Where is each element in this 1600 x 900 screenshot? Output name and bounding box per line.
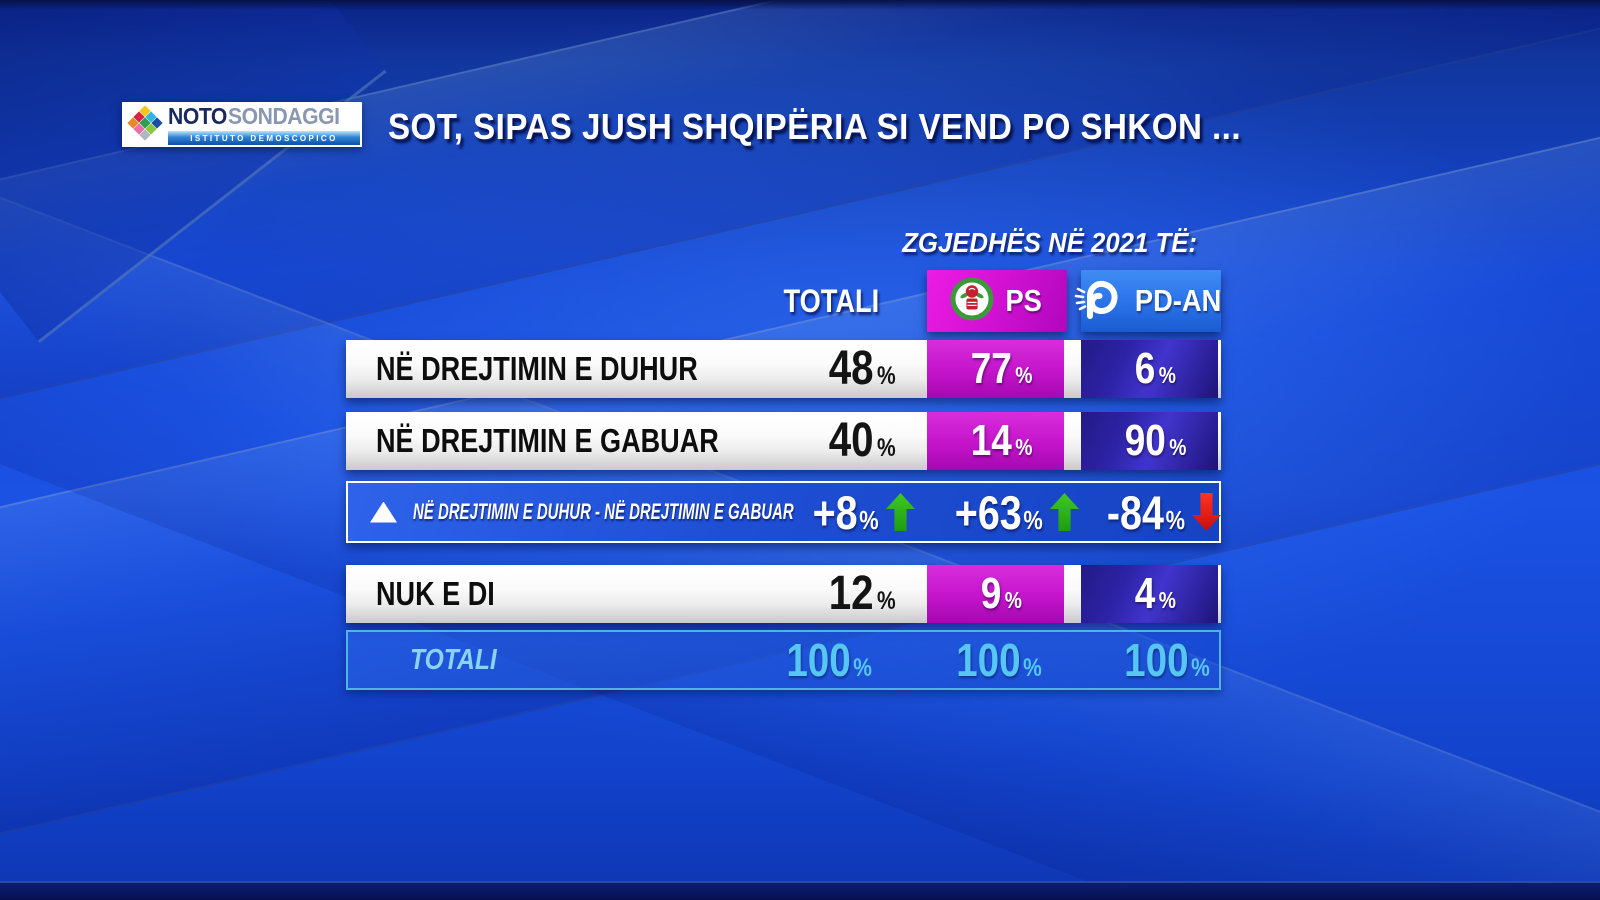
brand-text-block: NOTO SONDAGGI ISTITUTO DEMOSCOPICO (168, 102, 362, 147)
brand-mosaic-icon (122, 102, 168, 147)
percent-sign: % (1015, 362, 1033, 388)
totals-pd-value: 100% (1124, 634, 1210, 686)
pd-column-label: PD-AN (1135, 283, 1222, 318)
trend-arrow-icon (1050, 493, 1079, 531)
page-title: SOT, SIPAS JUSH SHQIPËRIA SI VEND PO SHK… (388, 106, 1242, 147)
total-value: 48% (829, 342, 896, 395)
delta-row-label-group: NË DREJTIMIN E DUHUR - NË DREJTIMIN E GA… (348, 483, 794, 541)
percent-sign: % (1169, 434, 1187, 460)
brand-logo: NOTO SONDAGGI ISTITUTO DEMOSCOPICO (122, 102, 362, 147)
ps-value-cell: 14% (927, 412, 1064, 470)
percent-sign: % (877, 362, 896, 390)
percent-sign: % (877, 434, 896, 462)
totals-row-label: TOTALI (410, 643, 497, 676)
percent-sign: % (1165, 504, 1185, 535)
percent-sign: % (859, 504, 879, 535)
brand-name-light: SONDAGGI (228, 103, 340, 129)
percent-sign: % (1191, 654, 1210, 682)
row-label: NUK E DI (376, 575, 495, 612)
delta-total-value: +8% (758, 483, 929, 541)
results-table: TOTALI PS (346, 270, 1222, 695)
row-label: NË DREJTIMIN E GABUAR (376, 422, 719, 459)
group-header: ZGJEDHËS NË 2021 TË: (902, 227, 1197, 258)
pd-value-cell: 4% (1081, 565, 1218, 623)
table-row-nuk-e-di: NUK E DI 12% 9% 4% (346, 565, 1221, 623)
delta-label: NË DREJTIMIN E DUHUR - NË DREJTIMIN E GA… (413, 499, 794, 524)
brand-name-bold: NOTO (168, 103, 227, 129)
total-value: 40% (829, 414, 896, 467)
table-header-row: TOTALI PS (346, 270, 1222, 332)
totals-ps-value: 100% (956, 634, 1042, 686)
ps-value-cell: 9% (927, 565, 1064, 623)
pd-value-cell: 6% (1081, 340, 1218, 398)
delta-ps-value: +63% (929, 483, 1083, 541)
percent-sign: % (1023, 504, 1043, 535)
total-value: 12% (829, 567, 896, 620)
row-label: NË DREJTIMIN E DUHUR (376, 350, 698, 387)
percent-sign: % (1015, 434, 1033, 460)
brand-tagline: ISTITUTO DEMOSCOPICO (168, 131, 360, 145)
ps-column-label: PS (1005, 283, 1042, 318)
bottom-edge-bar (0, 881, 1600, 900)
delta-row: NË DREJTIMIN E DUHUR - NË DREJTIMIN E GA… (346, 481, 1221, 543)
percent-sign: % (1158, 587, 1176, 613)
trend-arrow-icon (886, 493, 915, 531)
delta-triangle-icon (370, 501, 397, 523)
brand-name: NOTO SONDAGGI (168, 105, 362, 128)
pd-party-logo-icon (1074, 276, 1120, 327)
table-row-duhur: NË DREJTIMIN E DUHUR 48% 77% 6% (346, 340, 1221, 398)
column-header-ps: PS (927, 270, 1067, 332)
pd-value-cell: 90% (1081, 412, 1218, 470)
top-edge-bar (0, 0, 1600, 10)
background-corner-slab (0, 0, 387, 344)
totals-row: TOTALI 100% 100% 100% (346, 630, 1221, 690)
ps-value-cell: 77% (927, 340, 1064, 398)
column-header-pd: PD-AN (1075, 270, 1222, 332)
percent-sign: % (1004, 587, 1022, 613)
percent-sign: % (877, 587, 896, 615)
table-row-gabuar: NË DREJTIMIN E GABUAR 40% 14% 90% (346, 412, 1221, 470)
totals-total-value: 100% (786, 634, 872, 686)
percent-sign: % (1158, 362, 1176, 388)
column-header-total: TOTALI (783, 282, 879, 319)
delta-pd-value: -84% (1083, 483, 1223, 541)
trend-arrow-icon (1192, 493, 1221, 531)
ps-party-logo-icon (950, 277, 994, 326)
percent-sign: % (1023, 654, 1042, 682)
percent-sign: % (853, 654, 872, 682)
